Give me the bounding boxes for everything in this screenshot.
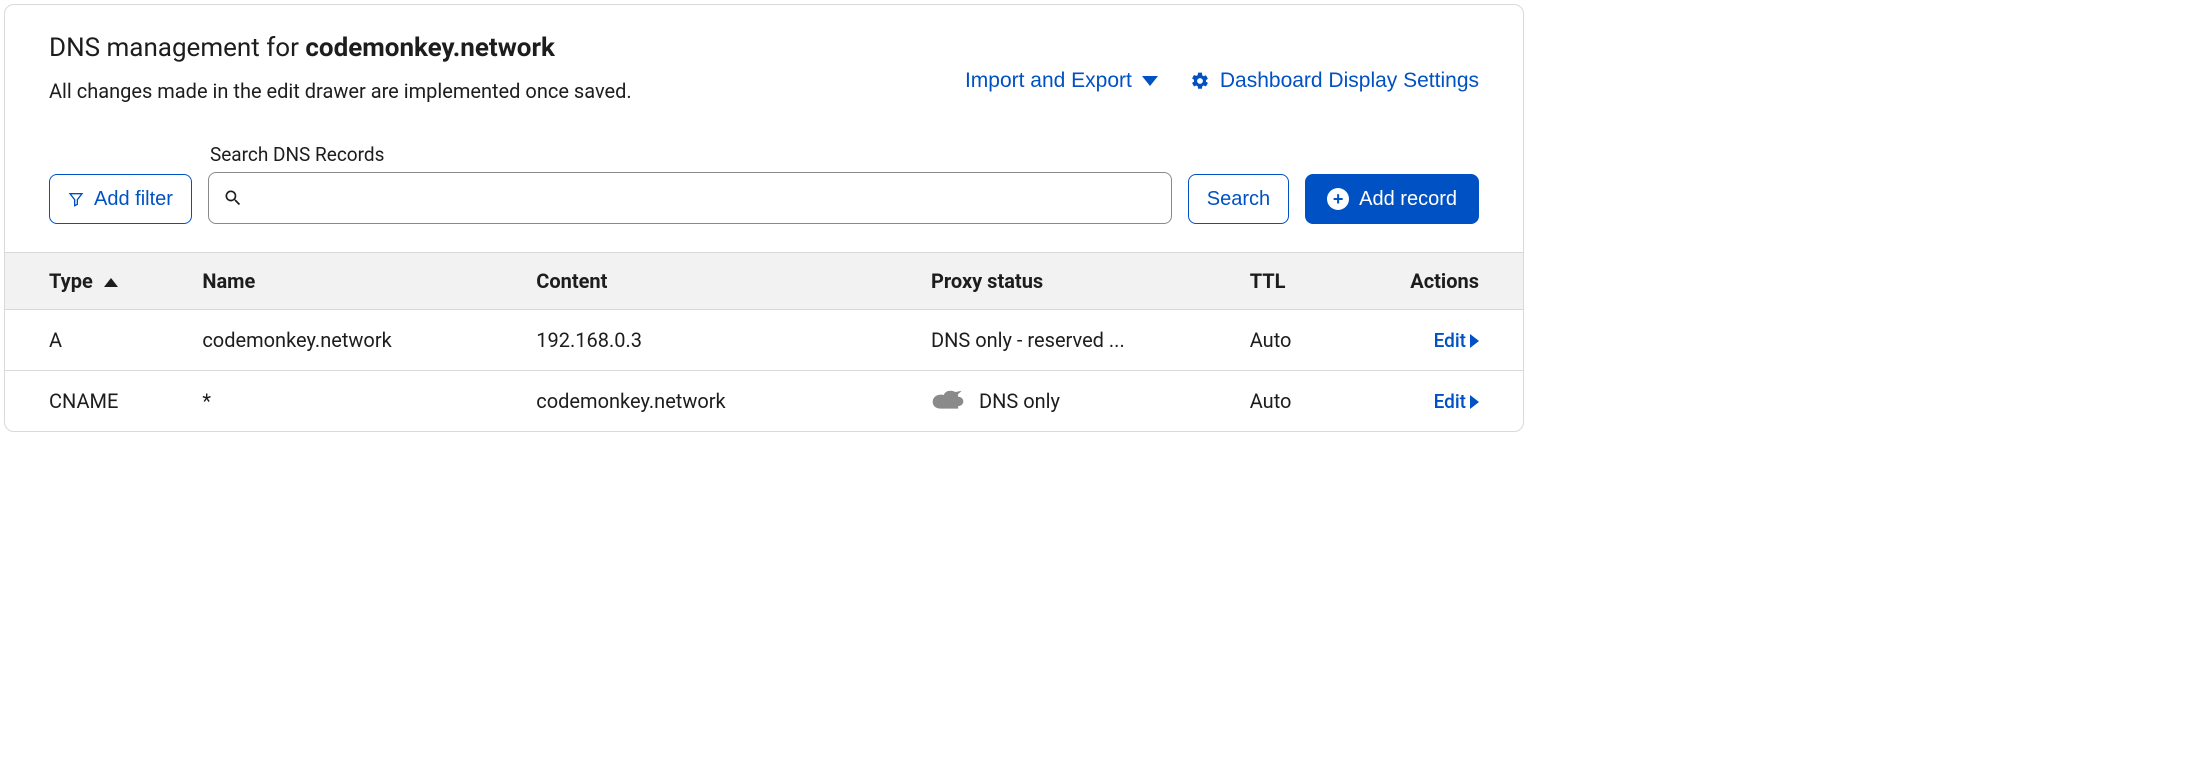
search-label: Search DNS Records xyxy=(210,143,1172,166)
filter-icon xyxy=(68,191,84,207)
header-actions: Import and Export Dashboard Display Sett… xyxy=(965,33,1479,93)
search-icon xyxy=(223,188,243,208)
add-record-button[interactable]: + Add record xyxy=(1305,174,1479,224)
edit-label: Edit xyxy=(1434,329,1466,352)
proxy-status-text: DNS only - reserved ... xyxy=(931,328,1125,352)
import-export-dropdown[interactable]: Import and Export xyxy=(965,69,1158,93)
col-content-label: Content xyxy=(536,269,607,293)
col-proxy[interactable]: Proxy status xyxy=(931,253,1250,310)
add-filter-label: Add filter xyxy=(94,188,173,211)
dns-records-table: Type Name Content Proxy status TTL Actio… xyxy=(5,252,1523,431)
page-title: DNS management for codemonkey.network xyxy=(49,33,632,63)
edit-label: Edit xyxy=(1434,390,1466,413)
cell-content: 192.168.0.3 xyxy=(536,310,931,371)
title-domain: codemonkey.network xyxy=(305,33,555,63)
display-settings-label: Dashboard Display Settings xyxy=(1220,69,1479,93)
controls-row: Add filter Search DNS Records Search + A… xyxy=(5,107,1523,252)
cell-content: codemonkey.network xyxy=(536,371,931,432)
edit-button[interactable]: Edit xyxy=(1434,329,1479,352)
cell-actions: Edit xyxy=(1386,371,1523,432)
table-row: CNAME*codemonkey.network DNS only Auto Edit xyxy=(5,371,1523,432)
add-record-label: Add record xyxy=(1359,188,1457,211)
cell-actions: Edit xyxy=(1386,310,1523,371)
col-name[interactable]: Name xyxy=(202,253,536,310)
proxy-status-text: DNS only xyxy=(979,389,1060,413)
search-button[interactable]: Search xyxy=(1188,174,1289,224)
sort-asc-icon xyxy=(104,278,118,287)
gear-icon xyxy=(1190,71,1210,91)
search-group: Search DNS Records xyxy=(208,143,1172,224)
plus-circle-icon: + xyxy=(1327,188,1349,210)
display-settings-button[interactable]: Dashboard Display Settings xyxy=(1190,69,1479,93)
cell-name: codemonkey.network xyxy=(202,310,536,371)
search-input[interactable] xyxy=(243,187,1157,209)
dns-management-card: DNS management for codemonkey.network Al… xyxy=(4,4,1524,432)
cell-type: A xyxy=(5,310,202,371)
search-input-wrap[interactable] xyxy=(208,172,1172,224)
cell-proxy: DNS only - reserved ... xyxy=(931,310,1250,371)
col-proxy-label: Proxy status xyxy=(931,269,1043,293)
chevron-right-icon xyxy=(1470,334,1479,348)
col-actions-label: Actions xyxy=(1410,269,1479,293)
cell-type: CNAME xyxy=(5,371,202,432)
import-export-label: Import and Export xyxy=(965,69,1132,93)
col-content[interactable]: Content xyxy=(536,253,931,310)
chevron-down-icon xyxy=(1142,76,1158,86)
table-header-row: Type Name Content Proxy status TTL Actio… xyxy=(5,253,1523,310)
title-prefix: DNS management for xyxy=(49,33,305,63)
col-ttl-label: TTL xyxy=(1250,269,1286,293)
header-left: DNS management for codemonkey.network Al… xyxy=(49,33,632,107)
cell-ttl: Auto xyxy=(1250,371,1387,432)
cell-ttl: Auto xyxy=(1250,310,1387,371)
col-actions: Actions xyxy=(1386,253,1523,310)
add-filter-button[interactable]: Add filter xyxy=(49,174,192,224)
card-header: DNS management for codemonkey.network Al… xyxy=(5,5,1523,107)
col-ttl[interactable]: TTL xyxy=(1250,253,1387,310)
chevron-right-icon xyxy=(1470,395,1479,409)
col-type[interactable]: Type xyxy=(5,253,202,310)
table-row: Acodemonkey.network192.168.0.3DNS only -… xyxy=(5,310,1523,371)
page-subtitle: All changes made in the edit drawer are … xyxy=(49,75,632,107)
edit-button[interactable]: Edit xyxy=(1434,390,1479,413)
cell-proxy: DNS only xyxy=(931,371,1250,432)
search-button-label: Search xyxy=(1207,188,1270,211)
cloud-off-icon xyxy=(931,390,965,412)
cell-name: * xyxy=(202,371,536,432)
col-name-label: Name xyxy=(202,269,255,293)
col-type-label: Type xyxy=(49,269,93,293)
